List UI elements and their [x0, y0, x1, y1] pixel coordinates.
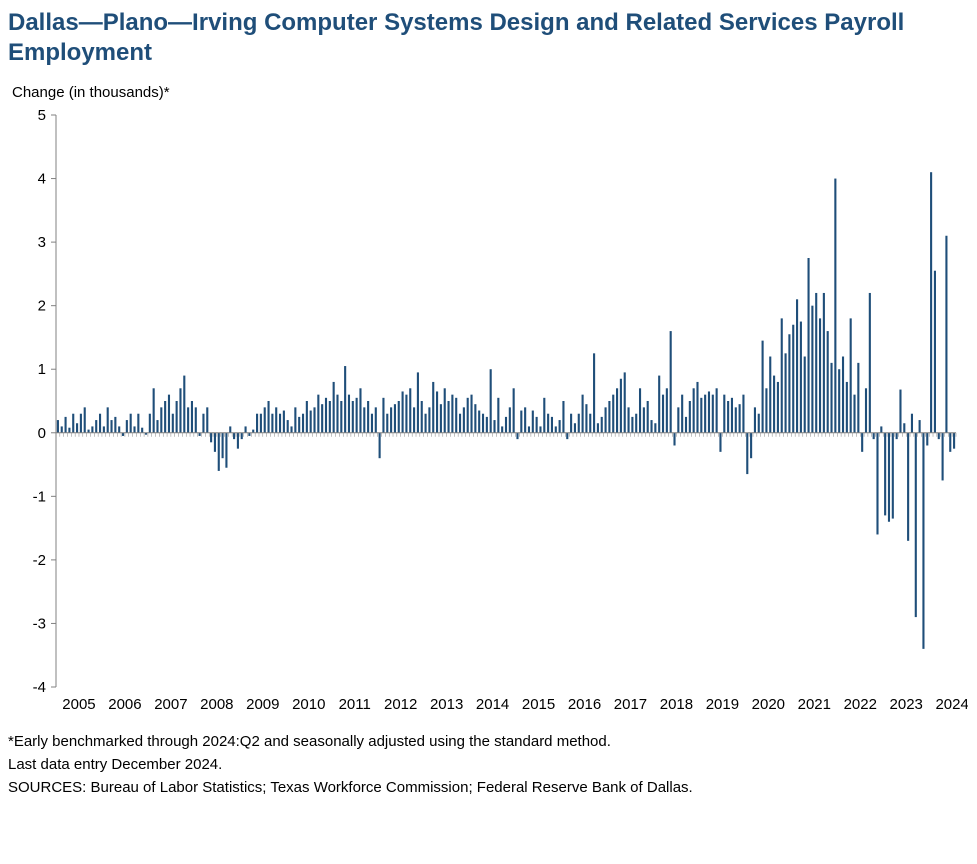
svg-text:0: 0: [38, 425, 46, 442]
svg-text:-2: -2: [33, 552, 46, 569]
footnote-sources: SOURCES: Bureau of Labor Statistics; Tex…: [8, 777, 977, 798]
svg-text:2010: 2010: [292, 696, 325, 713]
footnote-benchmark: *Early benchmarked through 2024:Q2 and s…: [8, 731, 977, 752]
footnotes: *Early benchmarked through 2024:Q2 and s…: [0, 725, 977, 798]
chart-title: Dallas—Plano—Irving Computer Systems Des…: [0, 0, 977, 72]
bar-chart: -4 -3 -2 -1 0 1 2 3 4 5 2005 2006 2007 2008 2009 2010 20…: [8, 105, 968, 725]
svg-text:2008: 2008: [200, 696, 233, 713]
svg-text:4: 4: [38, 171, 46, 188]
svg-text:2024: 2024: [935, 696, 968, 713]
svg-text:2022: 2022: [844, 696, 877, 713]
svg-text:2005: 2005: [62, 696, 95, 713]
svg-text:2007: 2007: [154, 696, 187, 713]
svg-text:1: 1: [38, 361, 46, 378]
svg-text:-3: -3: [33, 615, 46, 632]
svg-text:2006: 2006: [108, 696, 141, 713]
svg-text:2018: 2018: [660, 696, 693, 713]
svg-text:2020: 2020: [752, 696, 785, 713]
svg-text:-4: -4: [33, 679, 46, 696]
svg-text:2023: 2023: [890, 696, 923, 713]
svg-text:-1: -1: [33, 488, 46, 505]
svg-text:2: 2: [38, 298, 46, 315]
y-axis-label: Change (in thousands)*: [0, 72, 977, 101]
svg-text:2021: 2021: [798, 696, 831, 713]
svg-text:2015: 2015: [522, 696, 555, 713]
svg-text:2013: 2013: [430, 696, 463, 713]
svg-text:3: 3: [38, 234, 46, 251]
svg-text:2011: 2011: [339, 696, 371, 713]
svg-text:2017: 2017: [614, 696, 647, 713]
footnote-lastentry: Last data entry December 2024.: [8, 754, 977, 775]
svg-text:2012: 2012: [384, 696, 417, 713]
svg-text:2019: 2019: [706, 696, 739, 713]
svg-text:2009: 2009: [246, 696, 279, 713]
chart-container: -4 -3 -2 -1 0 1 2 3 4 5 2005 2006 2007 2008 2009 2010 20…: [8, 105, 968, 725]
svg-text:2016: 2016: [568, 696, 601, 713]
svg-text:5: 5: [38, 107, 46, 124]
svg-text:2014: 2014: [476, 696, 509, 713]
